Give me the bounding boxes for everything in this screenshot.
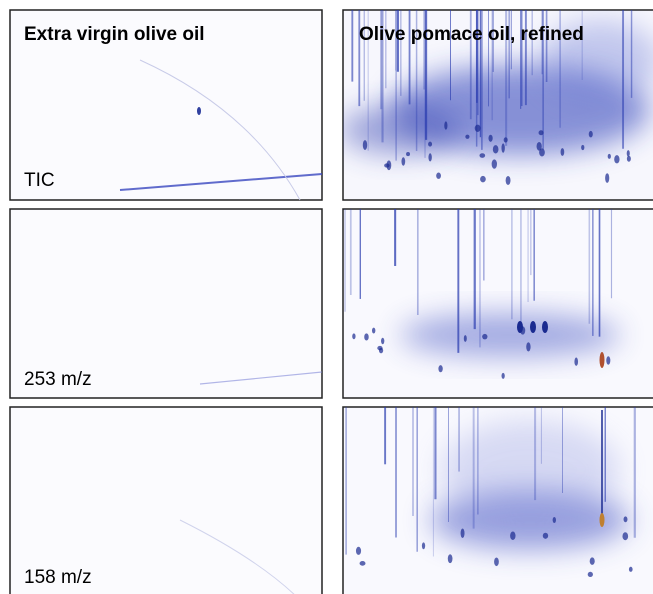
- spot: [627, 150, 630, 156]
- spot: [422, 542, 425, 549]
- spot: [574, 358, 578, 366]
- spot: [553, 517, 556, 523]
- spot: [352, 333, 355, 339]
- spot: [372, 328, 375, 334]
- blob: [340, 105, 460, 155]
- spot: [608, 154, 611, 159]
- spot: [605, 173, 609, 183]
- spot: [360, 561, 366, 566]
- spot: [465, 135, 469, 139]
- spot: [539, 130, 544, 135]
- spot: [590, 557, 595, 565]
- spot: [606, 356, 610, 364]
- spot: [461, 528, 465, 538]
- spot: [475, 125, 481, 132]
- spot: [482, 334, 487, 340]
- blob: [440, 420, 620, 520]
- spot: [494, 557, 499, 566]
- page: Extra virgin olive oil Olive pomace oil,…: [0, 0, 653, 594]
- spot: [493, 145, 499, 153]
- spot: [502, 373, 505, 379]
- spot: [492, 159, 497, 168]
- row-label: 253 m/z: [24, 369, 92, 390]
- spot: [629, 567, 633, 572]
- spot: [356, 547, 361, 555]
- spot: [401, 157, 405, 165]
- spot: [364, 333, 368, 340]
- row-label: TIC: [24, 170, 55, 191]
- spot: [600, 513, 605, 527]
- spot: [480, 176, 486, 182]
- spot: [624, 516, 628, 522]
- spot: [526, 342, 530, 351]
- column-title: Extra virgin olive oil: [24, 24, 205, 45]
- spot: [506, 176, 511, 185]
- spot: [479, 153, 485, 158]
- spot: [542, 321, 548, 333]
- spot: [543, 533, 548, 539]
- spot: [444, 121, 447, 129]
- spot: [197, 107, 201, 115]
- spot: [448, 554, 453, 563]
- spot: [381, 338, 384, 344]
- panel: [10, 407, 322, 594]
- spot: [622, 532, 628, 540]
- spot: [537, 142, 542, 151]
- spot: [464, 335, 467, 342]
- spot: [428, 153, 431, 161]
- spot: [517, 321, 523, 333]
- spot: [589, 131, 593, 138]
- spot: [377, 346, 382, 350]
- spot: [406, 152, 410, 156]
- column-title: Olive pomace oil, refined: [359, 24, 584, 45]
- spot: [627, 156, 631, 162]
- panel: [343, 209, 653, 398]
- spot: [501, 143, 504, 152]
- spot: [588, 572, 593, 577]
- spot: [488, 135, 492, 142]
- spot: [530, 321, 536, 333]
- spot: [438, 365, 442, 372]
- spot: [614, 155, 619, 163]
- spot: [510, 532, 515, 541]
- spot: [581, 145, 584, 150]
- spot: [363, 140, 367, 150]
- blob: [400, 313, 620, 357]
- spot: [428, 142, 432, 147]
- row-label: 158 m/z: [24, 567, 92, 588]
- figure: Extra virgin olive oil Olive pomace oil,…: [0, 0, 653, 594]
- spot: [504, 137, 508, 142]
- spot: [561, 148, 565, 156]
- spot: [600, 352, 605, 368]
- spot: [386, 160, 391, 170]
- spot: [436, 173, 441, 179]
